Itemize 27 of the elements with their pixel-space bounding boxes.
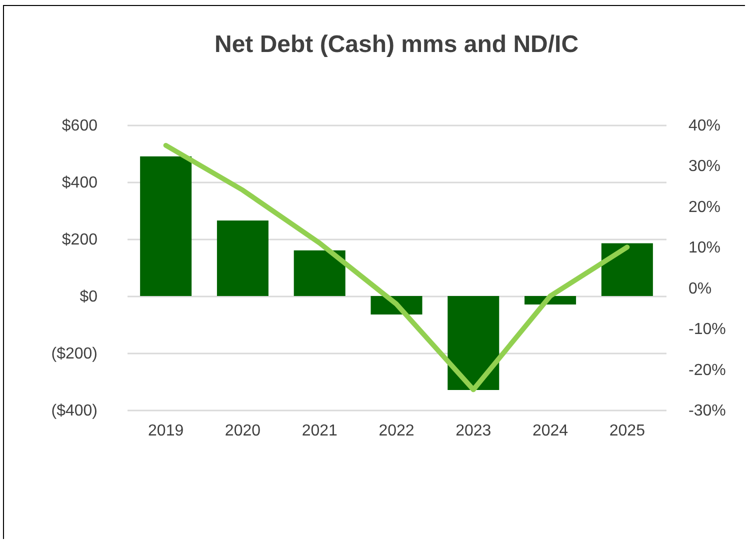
x-tick-label: 2024 (532, 422, 568, 440)
chart-title: Net Debt (Cash) mms and ND/IC (214, 31, 579, 58)
y2-tick-label: 40% (688, 118, 721, 134)
y-tick-label: $200 (62, 232, 98, 248)
bar (140, 156, 192, 296)
y2-tick-label: -30% (688, 402, 726, 420)
x-tick-label: 2023 (456, 422, 492, 440)
y2-tick-label: 0% (688, 280, 712, 298)
x-tick-label: 2022 (378, 422, 414, 440)
y2-tick-label: -10% (688, 321, 726, 338)
y-tick-label: ($200) (51, 346, 98, 362)
bar (294, 250, 346, 296)
x-tick-label: 2019 (148, 422, 184, 440)
y-tick-label: $600 (62, 118, 98, 134)
bar (448, 296, 500, 390)
y-tick-label: ($400) (51, 402, 98, 420)
y2-tick-label: 30% (688, 158, 721, 176)
x-tick-label: 2025 (609, 422, 646, 440)
y-tick-label: $0 (80, 288, 98, 306)
x-tick-label: 2020 (224, 422, 261, 440)
y2-tick-label: 10% (688, 240, 721, 257)
y2-tick-label: 20% (688, 198, 721, 216)
y-tick-label: $400 (62, 174, 98, 192)
x-tick-label: 2021 (302, 422, 338, 440)
bar (216, 220, 268, 296)
y2-tick-label: -20% (688, 362, 726, 379)
bar (601, 243, 653, 296)
